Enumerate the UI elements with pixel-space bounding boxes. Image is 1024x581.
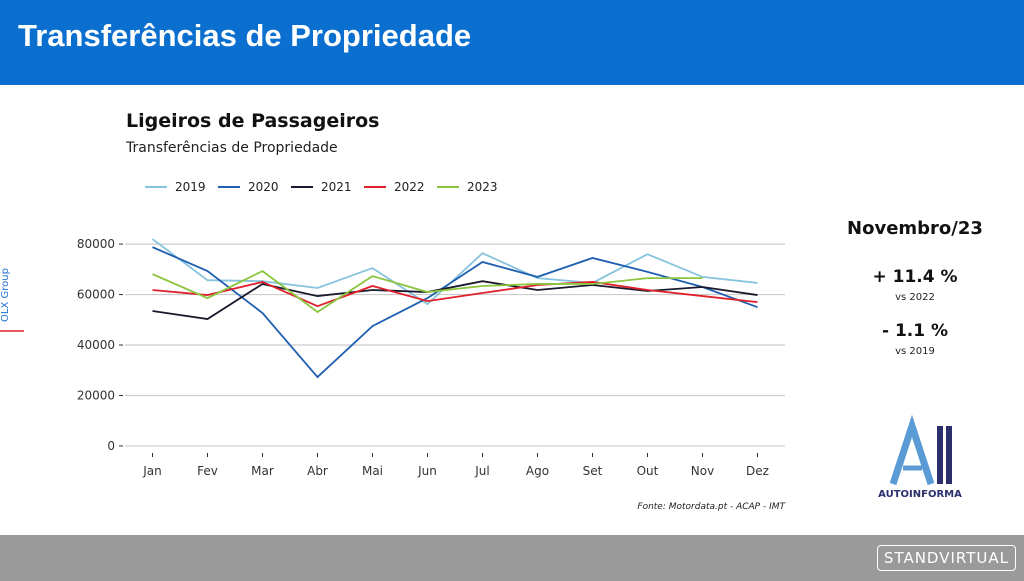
- x-tick-label: Ago: [526, 464, 549, 478]
- logo-text: AUTOINFORMA: [878, 489, 962, 500]
- footer-brand: STANDVIRTUAL: [876, 545, 1016, 571]
- x-tick-label: Out: [637, 464, 659, 478]
- chart-subtitle: Transferências de Propriedade: [125, 140, 338, 156]
- kpi-value: - 1.1 %: [882, 321, 948, 341]
- x-tick-label: Mai: [362, 464, 383, 478]
- y-tick-label: 80000: [77, 237, 115, 251]
- kpi-label: vs 2022: [895, 292, 935, 303]
- y-tick-label: 60000: [77, 288, 115, 302]
- series-line: [152, 270, 703, 314]
- source: Fonte: Motordata.pt - ACAP - IMT: [637, 502, 786, 512]
- x-tick-label: Set: [583, 464, 603, 478]
- series-line: [151, 238, 758, 306]
- logo-icon: [889, 414, 952, 486]
- legend-label: 2021: [321, 180, 352, 194]
- header: Transferências de Propriedade: [0, 0, 1024, 85]
- x-tick-label: Jan: [142, 464, 162, 478]
- header-title: Transferências de Propriedade: [18, 18, 472, 53]
- y-tick-label: 40000: [77, 338, 115, 352]
- chart: OLX Group Ligeiros de Passageiros Transf…: [0, 110, 983, 512]
- legend-label: 2022: [394, 180, 425, 194]
- kpi-value: + 11.4 %: [872, 267, 957, 287]
- y-tick-label: 20000: [77, 388, 115, 402]
- series-line: [152, 280, 758, 308]
- legend-label: 2020: [248, 180, 279, 194]
- legend-label: 2023: [467, 180, 498, 194]
- x-tick-label: Abr: [307, 464, 328, 478]
- period: Novembro/23: [847, 218, 983, 239]
- x-tick-label: Nov: [691, 464, 714, 478]
- kpi-label: vs 2019: [895, 346, 935, 357]
- side-label: OLX Group: [0, 268, 11, 322]
- y-tick-label: 0: [107, 439, 115, 453]
- series-line: [152, 246, 758, 379]
- x-tick-label: Fev: [197, 464, 218, 478]
- x-tick-label: Jun: [417, 464, 437, 478]
- chart-title: Ligeiros de Passageiros: [126, 110, 379, 132]
- footer: STANDVIRTUAL: [0, 535, 1024, 581]
- legend-label: 2019: [175, 180, 206, 194]
- x-tick-label: Jul: [474, 464, 489, 478]
- x-tick-label: Mar: [251, 464, 274, 478]
- x-tick-label: Dez: [746, 464, 769, 478]
